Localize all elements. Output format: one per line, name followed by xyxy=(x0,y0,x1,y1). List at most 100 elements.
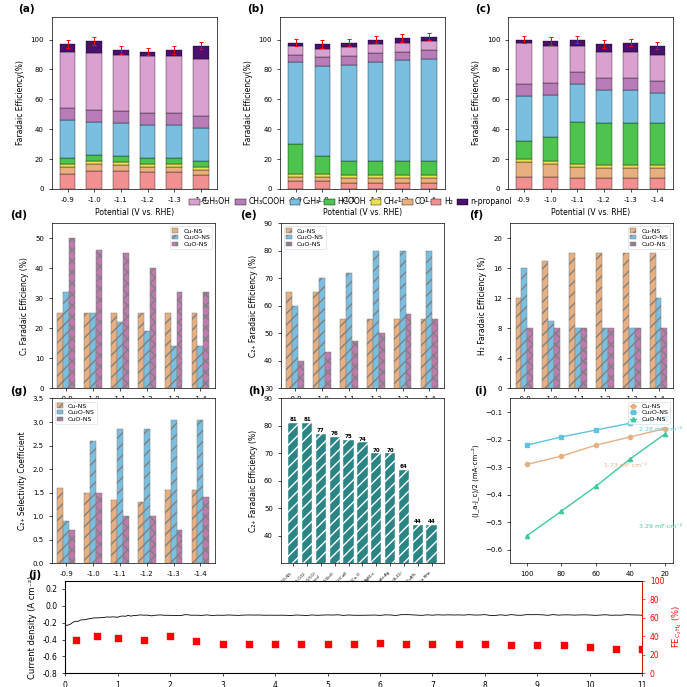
Bar xyxy=(596,52,611,78)
Text: 76: 76 xyxy=(331,431,339,436)
Bar xyxy=(69,530,75,563)
Bar xyxy=(87,171,102,189)
Bar xyxy=(608,328,613,388)
Bar xyxy=(516,43,532,85)
Bar xyxy=(649,45,665,54)
Point xyxy=(243,638,254,649)
Text: 81: 81 xyxy=(303,418,311,423)
Bar xyxy=(596,123,611,165)
Bar xyxy=(298,361,304,471)
Bar xyxy=(166,56,182,113)
Bar xyxy=(90,441,96,563)
Bar xyxy=(368,44,383,53)
Bar xyxy=(543,161,559,164)
Bar xyxy=(313,292,319,471)
Bar xyxy=(193,175,209,189)
Bar xyxy=(543,41,559,45)
Bar xyxy=(139,157,155,164)
Bar xyxy=(60,166,76,174)
Legend: Cu-NS, Cu₂O-NS, CuO-NS: Cu-NS, Cu₂O-NS, CuO-NS xyxy=(628,227,670,249)
X-axis label: Potential (V vs. RHE): Potential (V vs. RHE) xyxy=(323,208,402,217)
Bar xyxy=(516,159,532,162)
Bar xyxy=(623,123,638,165)
Bar xyxy=(367,319,373,471)
CuO-NS xyxy=(626,455,634,463)
Text: (c): (c) xyxy=(475,4,491,14)
Bar xyxy=(394,43,410,52)
Y-axis label: Current density (A cm⁻²): Current density (A cm⁻²) xyxy=(28,575,37,679)
Cu₂O-NS xyxy=(557,433,565,441)
Bar xyxy=(344,440,354,646)
Bar xyxy=(635,328,640,388)
Point xyxy=(322,638,333,649)
Cu-NS xyxy=(626,433,634,441)
Point xyxy=(558,640,569,651)
Line: CuO-NS: CuO-NS xyxy=(525,432,666,538)
Bar xyxy=(293,306,298,471)
Bar xyxy=(394,175,410,179)
Bar xyxy=(421,175,437,179)
Text: 2.28 mF·cm⁻²: 2.28 mF·cm⁻² xyxy=(639,427,682,432)
Bar xyxy=(139,56,155,113)
Bar xyxy=(432,319,438,471)
Bar xyxy=(570,164,585,166)
Bar xyxy=(87,164,102,171)
Y-axis label: H₂ Faradaic Efficiency (%): H₂ Faradaic Efficiency (%) xyxy=(478,256,488,355)
Bar xyxy=(421,183,437,189)
X-axis label: Potential (V vs. RHE): Potential (V vs. RHE) xyxy=(551,208,630,217)
Bar xyxy=(144,331,150,388)
Text: 77: 77 xyxy=(317,429,325,433)
Bar xyxy=(315,181,330,189)
Bar xyxy=(90,313,96,388)
Bar xyxy=(420,319,427,471)
Bar xyxy=(570,254,575,388)
Bar xyxy=(170,420,177,563)
Bar xyxy=(288,177,304,181)
Bar xyxy=(528,328,533,388)
Text: 64: 64 xyxy=(400,464,408,469)
Bar xyxy=(662,328,667,388)
Bar xyxy=(87,161,102,164)
Text: (b): (b) xyxy=(247,4,264,14)
Bar xyxy=(543,164,559,177)
Bar xyxy=(288,144,304,174)
Bar xyxy=(421,36,437,41)
Point xyxy=(401,638,412,649)
Bar xyxy=(427,525,437,646)
Y-axis label: C₂₊ Faradaic Efficiency (%): C₂₊ Faradaic Efficiency (%) xyxy=(249,430,258,532)
Bar xyxy=(554,328,560,388)
Bar xyxy=(649,165,665,168)
Point xyxy=(269,638,280,649)
Bar xyxy=(516,40,532,43)
Point xyxy=(585,642,596,653)
Bar xyxy=(623,165,638,168)
Bar xyxy=(150,268,155,388)
Bar xyxy=(649,93,665,123)
Bar xyxy=(197,346,203,388)
Y-axis label: FE$_{\mathrm{C_2H_4}}$ (%): FE$_{\mathrm{C_2H_4}}$ (%) xyxy=(670,605,684,649)
Bar xyxy=(421,41,437,50)
Text: (e): (e) xyxy=(240,210,256,221)
Bar xyxy=(368,179,383,183)
X-axis label: Scan rate (mV·s⁻¹): Scan rate (mV·s⁻¹) xyxy=(556,583,627,592)
Bar xyxy=(341,175,357,179)
Bar xyxy=(203,497,210,563)
Bar xyxy=(623,52,638,78)
Bar xyxy=(596,91,611,123)
Text: 74: 74 xyxy=(359,437,366,442)
Y-axis label: Faradaic Efficiency(%): Faradaic Efficiency(%) xyxy=(472,60,481,146)
Bar xyxy=(87,53,102,110)
X-axis label: Potential (V vs. RHE): Potential (V vs. RHE) xyxy=(93,583,173,592)
Bar xyxy=(394,60,410,161)
Point xyxy=(70,634,81,645)
Bar xyxy=(193,45,209,59)
Bar xyxy=(139,52,155,56)
Bar xyxy=(650,254,655,388)
Bar xyxy=(166,164,182,166)
CuO-NS xyxy=(523,532,531,540)
Bar xyxy=(113,165,128,171)
Bar xyxy=(427,251,432,471)
Bar xyxy=(421,50,437,59)
Bar xyxy=(516,162,532,177)
Bar xyxy=(421,59,437,161)
